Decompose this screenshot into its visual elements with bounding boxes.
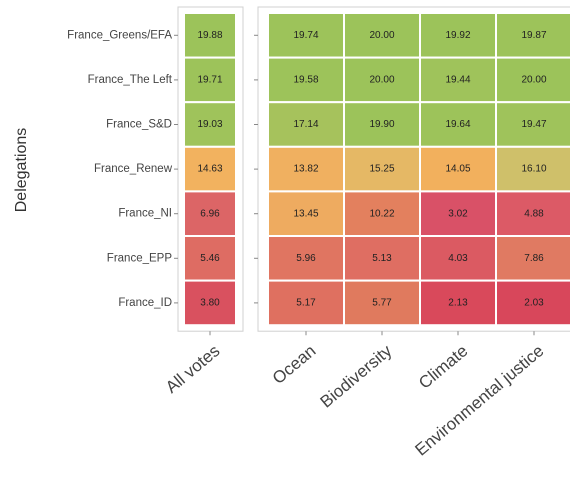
heatmap-cell bbox=[495, 190, 570, 237]
cell-label: 4.88 bbox=[524, 208, 544, 219]
heatmap-cell bbox=[495, 279, 570, 327]
heatmap-cell bbox=[419, 101, 497, 148]
heatmap-cell bbox=[343, 190, 421, 237]
cell-label: 5.13 bbox=[372, 253, 392, 264]
row-label: France_Greens/EFA bbox=[67, 29, 172, 41]
row-label: France_The Left bbox=[88, 74, 173, 86]
heatmap-cell bbox=[419, 279, 497, 327]
y-axis-label: Delegations bbox=[13, 128, 30, 213]
cell-label: 2.03 bbox=[524, 298, 544, 309]
cell-label: 14.05 bbox=[445, 164, 470, 175]
cell-label: 4.03 bbox=[448, 253, 468, 264]
cell-label: 13.45 bbox=[293, 208, 318, 219]
row-label: France_Renew bbox=[94, 163, 173, 175]
cell-label: 19.88 bbox=[197, 30, 222, 41]
cell-label: 3.02 bbox=[448, 208, 468, 219]
cell-label: 10.22 bbox=[369, 208, 394, 219]
cell-label: 19.74 bbox=[293, 30, 318, 41]
heatmap-cell bbox=[495, 12, 570, 59]
cell-label: 17.14 bbox=[293, 119, 318, 130]
cell-label: 19.87 bbox=[521, 30, 546, 41]
heatmap-cell bbox=[343, 279, 421, 327]
cell-label: 16.10 bbox=[521, 164, 546, 175]
heatmap-cell bbox=[419, 145, 497, 193]
cell-label: 20.00 bbox=[369, 30, 394, 41]
heatmap-cell bbox=[267, 145, 345, 193]
heatmap-cell bbox=[183, 235, 237, 282]
column-label: Environmental justice bbox=[411, 341, 547, 459]
heatmap-cell bbox=[267, 101, 345, 148]
cell-label: 19.64 bbox=[445, 119, 470, 130]
cell-label: 13.82 bbox=[293, 164, 318, 175]
column-label: Biodiversity bbox=[317, 341, 396, 412]
heatmap-cell bbox=[183, 279, 237, 327]
cell-label: 19.58 bbox=[293, 75, 318, 86]
heatmap-cell bbox=[343, 56, 421, 104]
cell-label: 7.86 bbox=[524, 253, 544, 264]
column-label: Ocean bbox=[269, 341, 320, 388]
row-label: France_S&D bbox=[106, 119, 172, 131]
cell-label: 5.77 bbox=[372, 298, 392, 309]
cell-label: 19.92 bbox=[445, 30, 470, 41]
column-label: Climate bbox=[415, 341, 471, 393]
cell-label: 20.00 bbox=[521, 75, 546, 86]
heatmap-cell bbox=[267, 279, 345, 327]
cell-label: 6.96 bbox=[200, 208, 220, 219]
cell-label: 5.46 bbox=[200, 253, 220, 264]
cell-label: 15.25 bbox=[369, 164, 394, 175]
cell-label: 19.44 bbox=[445, 75, 470, 86]
cell-label: 14.63 bbox=[197, 164, 222, 175]
cell-label: 19.71 bbox=[197, 75, 222, 86]
cell-label: 5.96 bbox=[296, 253, 316, 264]
row-label: France_ID bbox=[118, 297, 172, 309]
heatmap-cell bbox=[267, 12, 345, 59]
cell-label: 20.00 bbox=[369, 75, 394, 86]
row-label: France_NI bbox=[118, 208, 172, 220]
heatmap-cell bbox=[267, 56, 345, 104]
heatmap-cell bbox=[183, 56, 237, 104]
column-label: All votes bbox=[162, 341, 223, 397]
cell-label: 19.47 bbox=[521, 119, 546, 130]
heatmap-cell bbox=[183, 145, 237, 193]
heatmap-cell bbox=[183, 190, 237, 237]
heatmap-cell bbox=[495, 56, 570, 104]
cell-label: 5.17 bbox=[296, 298, 316, 309]
heatmap-cell bbox=[419, 12, 497, 59]
cell-label: 2.13 bbox=[448, 298, 468, 309]
cell-label: 3.80 bbox=[200, 298, 220, 309]
cell-label: 19.90 bbox=[369, 119, 394, 130]
row-label: France_EPP bbox=[107, 252, 173, 264]
heatmap-cell bbox=[183, 12, 237, 59]
heatmap-cell bbox=[419, 235, 497, 282]
cell-label: 19.03 bbox=[197, 119, 222, 130]
